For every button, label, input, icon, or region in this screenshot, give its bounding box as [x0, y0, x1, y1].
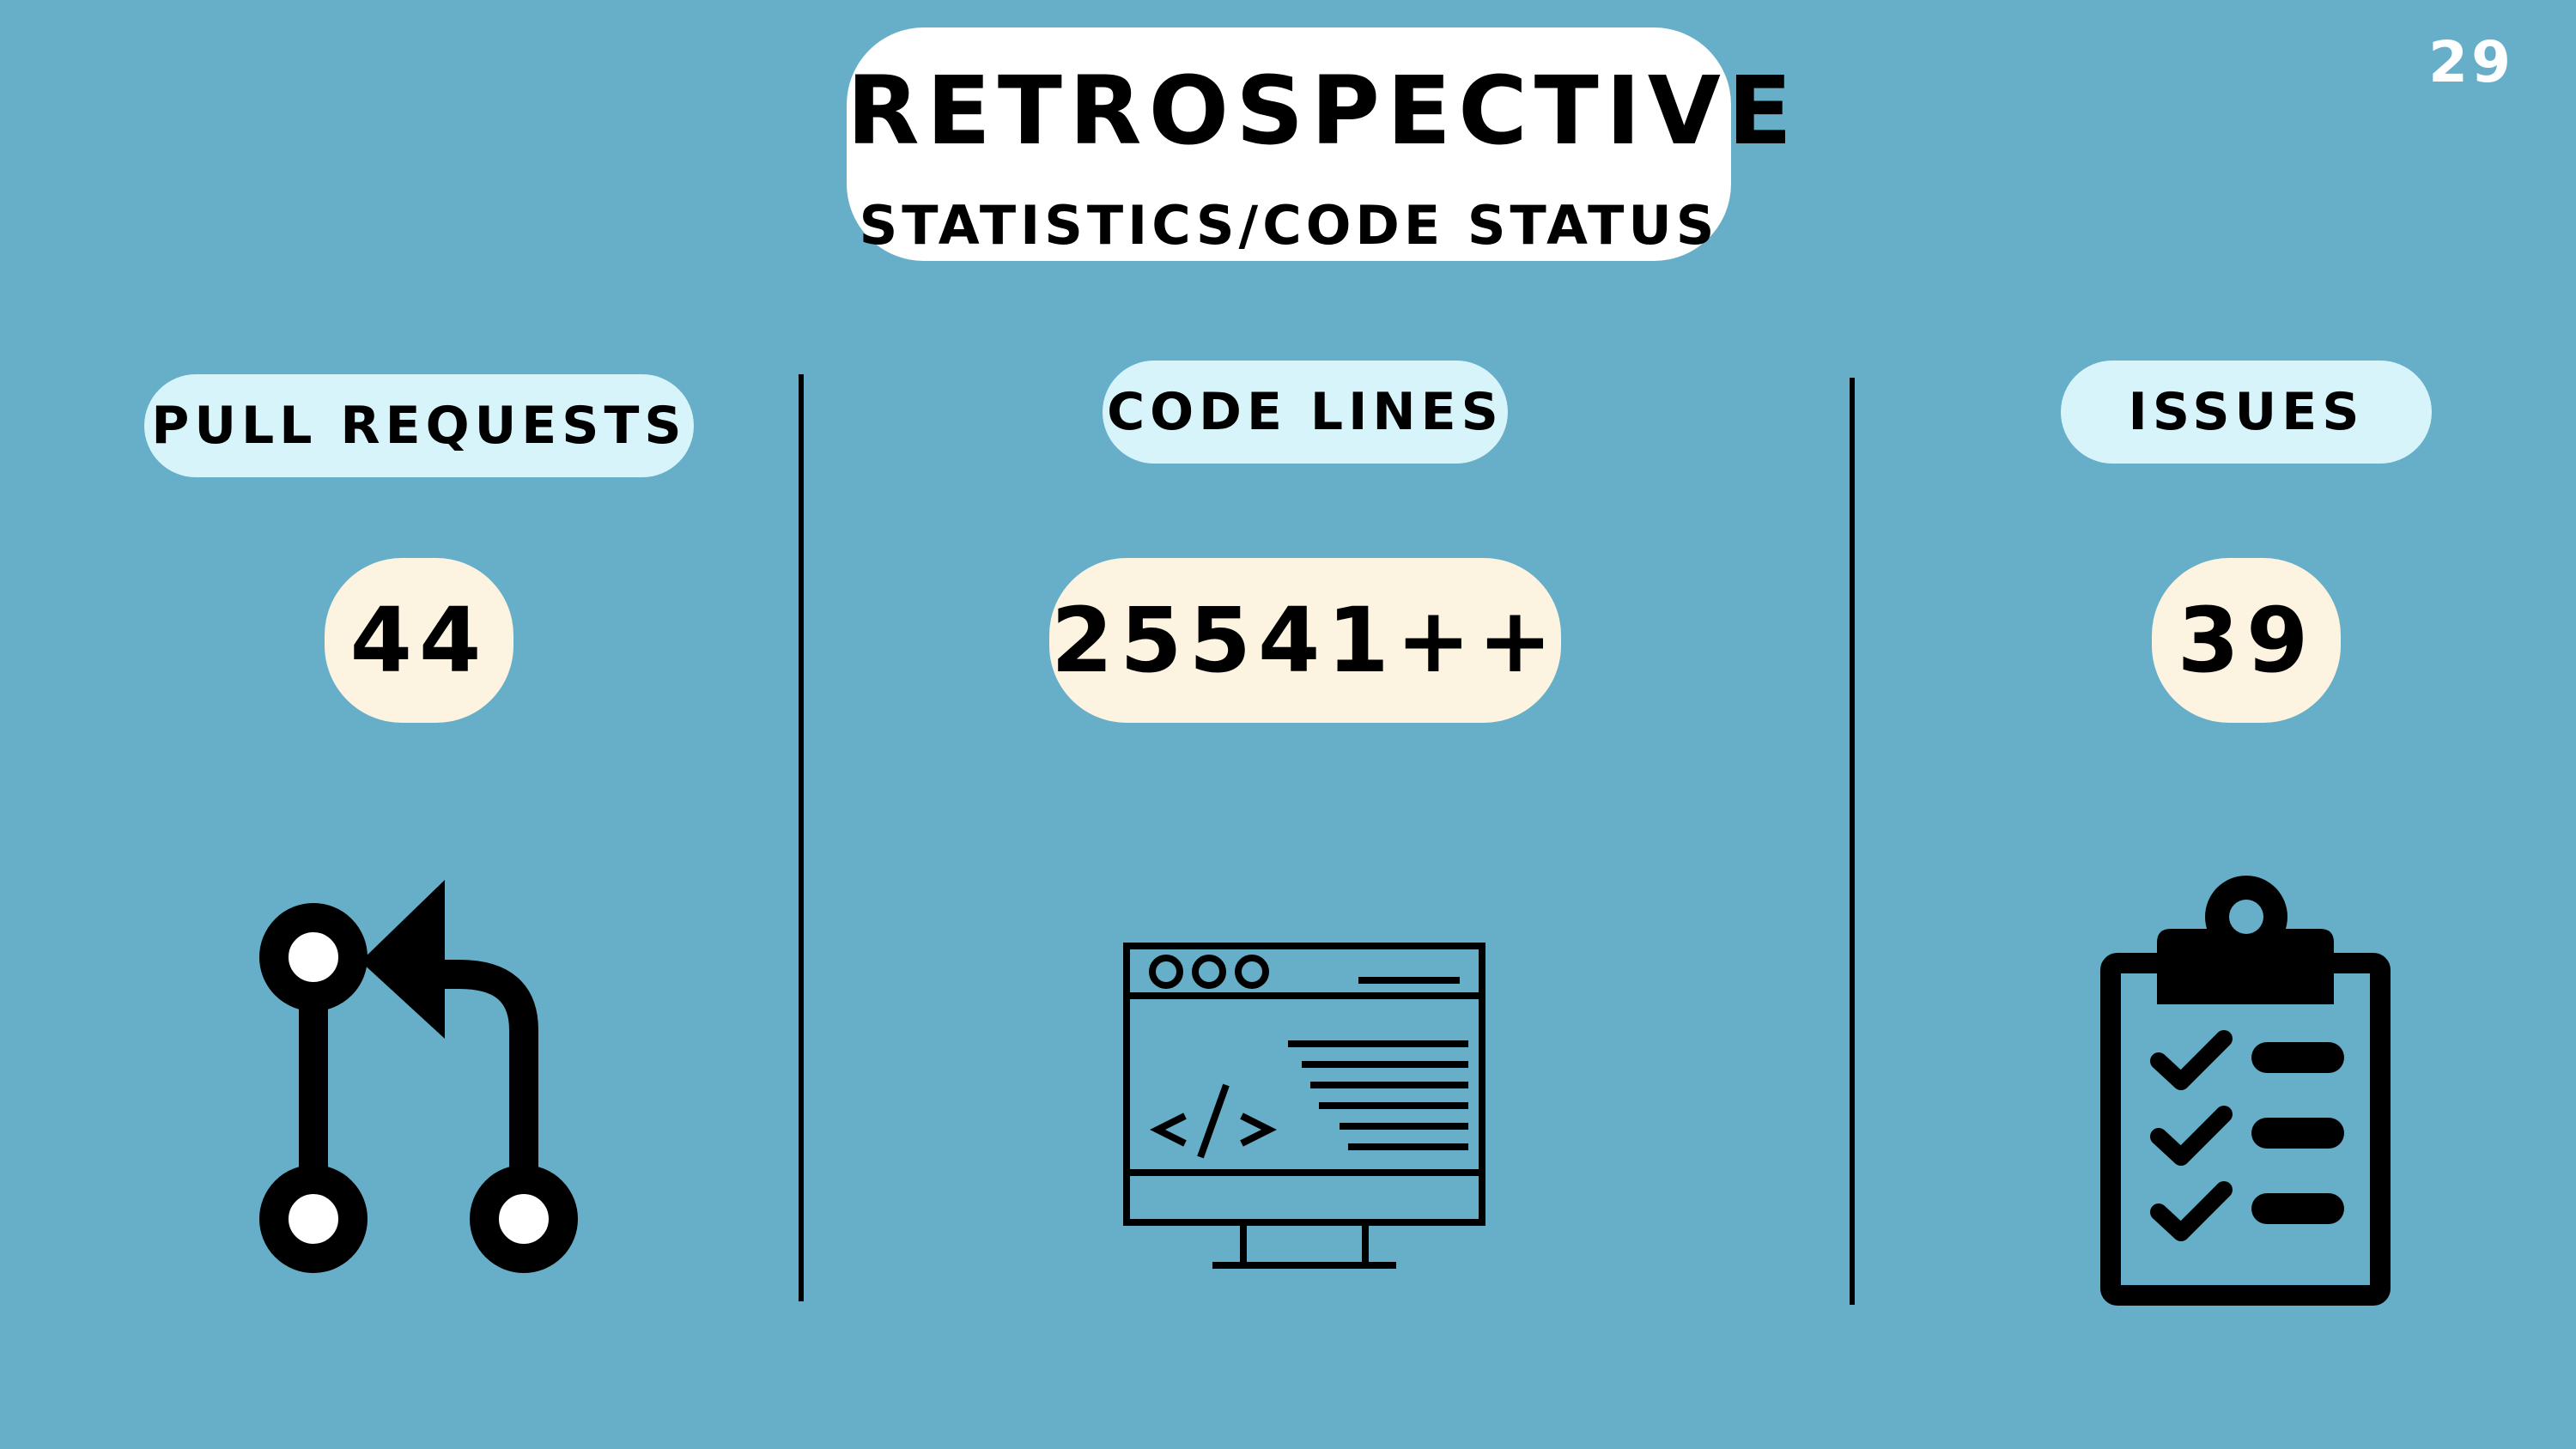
code-lines-value: 25541++	[1049, 558, 1561, 723]
page-number: 29	[2428, 29, 2514, 95]
clipboard-checklist-icon	[2100, 876, 2391, 1306]
divider-left	[799, 374, 804, 1301]
pull-request-icon	[259, 880, 578, 1273]
issues-value: 39	[2152, 558, 2341, 723]
issues-label: ISSUES	[2061, 361, 2432, 464]
divider-right	[1850, 378, 1855, 1305]
pull-requests-label: PULL REQUESTS	[144, 374, 694, 477]
code-lines-label: CODE LINES	[1103, 361, 1508, 464]
title-box: RETROSPECTIVE STATISTICS/CODE STATUS	[847, 27, 1800, 261]
code-monitor-icon	[1123, 943, 1485, 1269]
slide-subtitle: STATISTICS/CODE STATUS	[859, 194, 1719, 257]
pull-requests-value: 44	[325, 558, 513, 723]
slide-title: RETROSPECTIVE	[847, 56, 1800, 166]
